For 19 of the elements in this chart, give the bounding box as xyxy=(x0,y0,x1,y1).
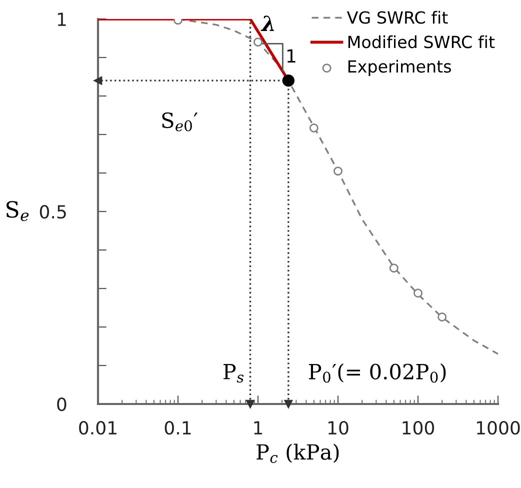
y-axis-title: S$_{e}$ xyxy=(6,200,29,222)
y-tick-label: 1 xyxy=(58,12,66,26)
x-tick-label: 1000 xyxy=(477,420,520,435)
annotation: λ xyxy=(260,16,274,31)
x-tick-label: 0.01 xyxy=(79,420,116,435)
legend-label: Experiments xyxy=(348,60,451,76)
legend-label: VG SWRC fit xyxy=(346,10,448,24)
annotation: P$_{0}$′(= 0.02P$_{0}$) xyxy=(309,363,446,383)
x-tick-label: 10 xyxy=(328,420,348,435)
x-tick-label: 1 xyxy=(254,421,262,434)
y-tick-label: 0.5 xyxy=(40,204,66,219)
x-axis-title: P$_{c}$ (kPa) xyxy=(256,444,339,463)
y-tick-label: 0 xyxy=(57,397,66,412)
annotation: S$_{e0}$′ xyxy=(162,112,198,132)
ref-line-label: P$_{s}$ xyxy=(224,364,244,383)
annotation: 1 xyxy=(287,49,296,62)
x-tick-label: 100 xyxy=(402,420,434,435)
x-tick-label: 0.1 xyxy=(164,420,191,435)
legend-label: Modified SWRC fit xyxy=(348,35,495,48)
